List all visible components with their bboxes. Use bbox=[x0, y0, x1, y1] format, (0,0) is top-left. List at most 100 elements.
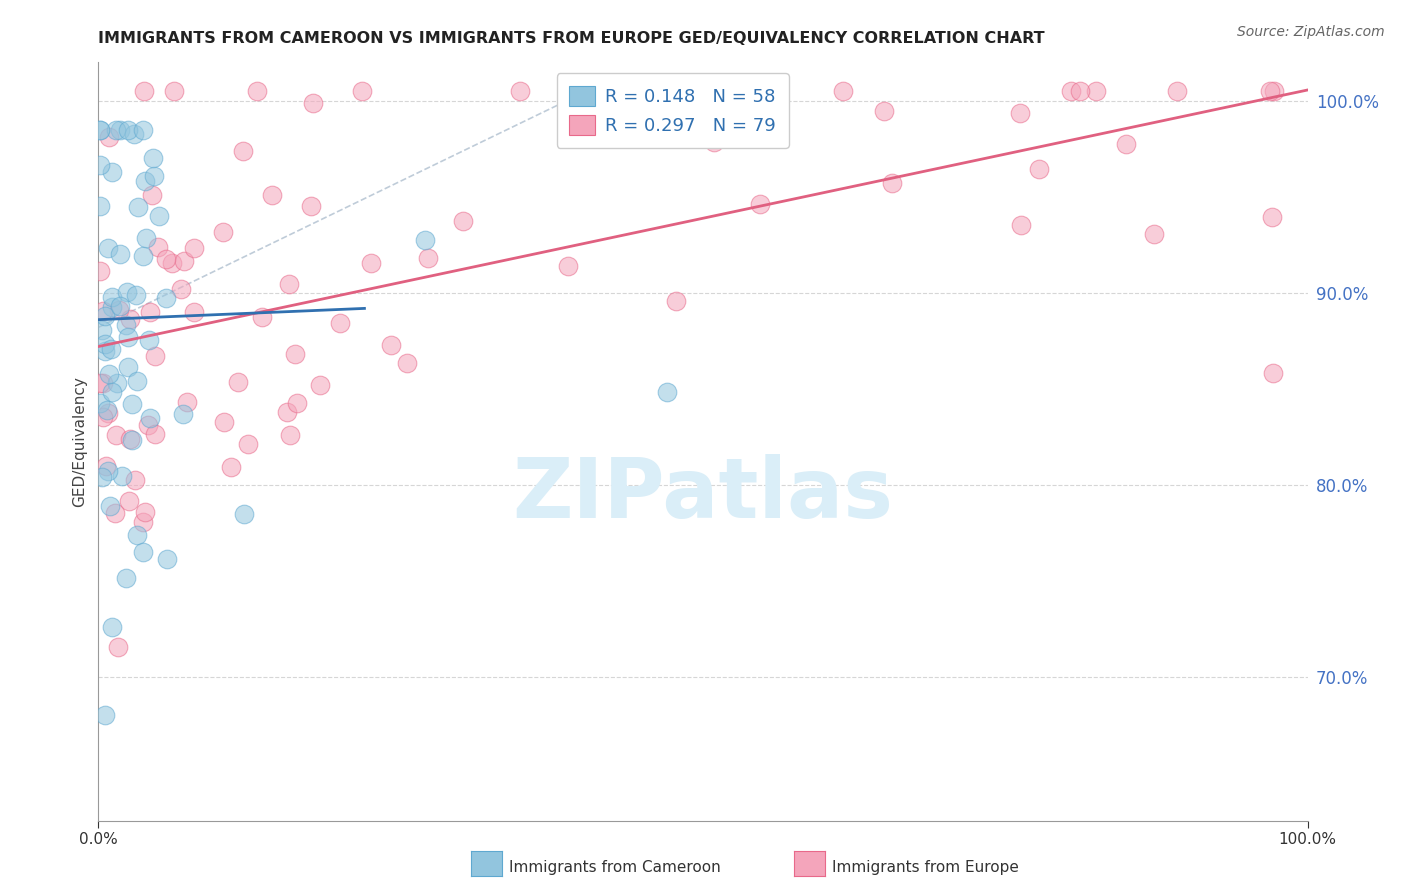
Point bbox=[101, 620, 124, 634]
Point bbox=[156, 552, 179, 566]
Point bbox=[238, 436, 260, 450]
Point bbox=[111, 469, 134, 483]
Point bbox=[89, 122, 111, 136]
Point bbox=[125, 288, 148, 302]
Point bbox=[148, 209, 170, 223]
Text: Immigrants from Europe: Immigrants from Europe bbox=[832, 861, 1019, 875]
Point bbox=[246, 84, 269, 98]
Point bbox=[108, 303, 131, 318]
Point bbox=[105, 376, 128, 390]
Point bbox=[155, 252, 177, 267]
Point bbox=[1258, 84, 1281, 98]
Point bbox=[880, 176, 903, 190]
Point bbox=[299, 199, 322, 213]
Point bbox=[132, 249, 155, 263]
Point bbox=[285, 396, 308, 410]
Point bbox=[1059, 84, 1081, 98]
Point bbox=[117, 359, 139, 374]
Point bbox=[1028, 161, 1050, 176]
Point bbox=[308, 377, 330, 392]
Point bbox=[1085, 84, 1108, 98]
Point bbox=[1010, 106, 1032, 120]
Point bbox=[132, 84, 155, 98]
Point bbox=[101, 290, 124, 304]
Point bbox=[232, 145, 254, 159]
Text: IMMIGRANTS FROM CAMEROON VS IMMIGRANTS FROM EUROPE GED/EQUIVALENCY CORRELATION C: IMMIGRANTS FROM CAMEROON VS IMMIGRANTS F… bbox=[98, 31, 1045, 46]
Point bbox=[509, 84, 531, 98]
Point bbox=[97, 406, 120, 420]
Point bbox=[96, 403, 118, 417]
Point bbox=[219, 459, 242, 474]
Point bbox=[352, 84, 374, 98]
Point bbox=[172, 407, 194, 421]
Point bbox=[276, 405, 298, 419]
Point bbox=[380, 338, 402, 352]
Point bbox=[232, 507, 254, 521]
Point bbox=[142, 151, 165, 165]
Point bbox=[1143, 227, 1166, 241]
Point bbox=[121, 434, 143, 448]
Point bbox=[278, 277, 301, 292]
Point bbox=[1115, 137, 1137, 152]
Point bbox=[117, 122, 139, 136]
Point bbox=[97, 464, 120, 478]
Point bbox=[118, 312, 141, 326]
Point bbox=[127, 528, 149, 542]
Point bbox=[142, 169, 165, 183]
Y-axis label: GED/Equivalency: GED/Equivalency bbox=[72, 376, 87, 507]
Point bbox=[105, 122, 128, 136]
Point bbox=[117, 330, 139, 344]
Point bbox=[100, 342, 122, 356]
Point bbox=[163, 84, 186, 98]
Point bbox=[98, 368, 121, 382]
Point bbox=[118, 432, 141, 446]
Point bbox=[98, 130, 121, 145]
Point bbox=[211, 225, 233, 239]
Point bbox=[416, 251, 439, 265]
Point bbox=[173, 254, 195, 268]
Point bbox=[115, 285, 138, 299]
Point bbox=[124, 127, 146, 141]
Point bbox=[91, 410, 114, 425]
Point bbox=[183, 305, 205, 319]
Point bbox=[97, 241, 120, 255]
Point bbox=[89, 199, 111, 213]
Point bbox=[94, 708, 117, 723]
Text: Source: ZipAtlas.com: Source: ZipAtlas.com bbox=[1237, 25, 1385, 39]
Point bbox=[96, 458, 118, 473]
Point bbox=[89, 122, 111, 136]
Point bbox=[278, 428, 301, 442]
Point bbox=[104, 506, 127, 520]
Point bbox=[716, 122, 738, 136]
Point bbox=[115, 318, 138, 332]
Point bbox=[143, 349, 166, 363]
Point bbox=[101, 384, 124, 399]
Point bbox=[170, 282, 193, 296]
Point bbox=[108, 122, 131, 136]
Point bbox=[250, 310, 273, 325]
Text: Immigrants from Cameroon: Immigrants from Cameroon bbox=[509, 861, 721, 875]
Point bbox=[100, 300, 122, 314]
Point bbox=[127, 374, 149, 388]
Point bbox=[146, 240, 169, 254]
Point bbox=[91, 323, 114, 337]
Point bbox=[160, 256, 183, 270]
Point bbox=[396, 356, 419, 370]
Point bbox=[183, 241, 205, 255]
Point bbox=[114, 571, 136, 585]
Point bbox=[873, 104, 896, 119]
Point bbox=[93, 336, 115, 351]
Point bbox=[89, 264, 111, 278]
Text: ZIPatlas: ZIPatlas bbox=[513, 454, 893, 535]
Point bbox=[1261, 366, 1284, 380]
Point bbox=[155, 291, 177, 305]
Point bbox=[89, 158, 111, 172]
Point bbox=[176, 394, 198, 409]
Legend: R = 0.148   N = 58, R = 0.297   N = 79: R = 0.148 N = 58, R = 0.297 N = 79 bbox=[557, 73, 789, 148]
Point bbox=[329, 316, 352, 330]
Point bbox=[260, 188, 283, 202]
Point bbox=[413, 234, 436, 248]
Point bbox=[1010, 218, 1032, 232]
Point bbox=[1263, 84, 1285, 98]
Point bbox=[118, 494, 141, 508]
